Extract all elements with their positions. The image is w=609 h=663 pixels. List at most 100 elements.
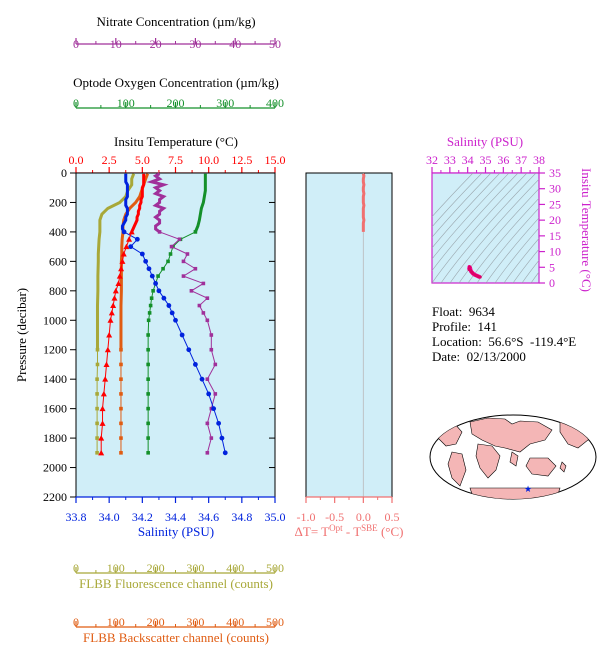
profile-panel xyxy=(75,172,276,498)
ts_salinity-tick-label: 37 xyxy=(515,153,527,167)
temperature-point xyxy=(103,361,110,367)
oxygen-point xyxy=(146,451,150,455)
oxygen-point xyxy=(146,392,150,396)
ts_salinity-tick-label: 35 xyxy=(480,153,492,167)
ts-temperature-tick-label: 35 xyxy=(549,166,561,180)
fluorescence-tick-label: 200 xyxy=(147,561,165,575)
salinity-point xyxy=(146,266,152,272)
nitrate-tick-label: 10 xyxy=(110,37,122,51)
pressure-tick-label: 600 xyxy=(49,254,67,268)
backscatter-tick-label: 300 xyxy=(186,615,204,629)
salinity-tick-label: 34.2 xyxy=(132,510,153,524)
nitrate-point xyxy=(185,252,190,256)
fluorescence-axis: 0 100 200 300 400 500 FLBB Fluorescence chann… xyxy=(73,561,284,591)
fluorescence-point xyxy=(95,421,99,426)
temperature-point xyxy=(126,236,133,242)
nitrate-tick-label: 40 xyxy=(229,37,241,51)
pressure-tick-label: 400 xyxy=(49,225,67,239)
nitrate-point xyxy=(205,421,210,426)
backscatter-tick-label: 0 xyxy=(73,615,79,629)
float-info: Float: 9634 Profile: 141 Location: 56.6°… xyxy=(432,304,576,364)
salinity-point xyxy=(169,310,175,316)
fluorescence-tick-label: 100 xyxy=(107,561,125,575)
oxygen-point xyxy=(146,377,150,381)
ts-temperature-tick-label: 20 xyxy=(549,213,561,227)
salinity-point xyxy=(156,288,162,294)
salinity-point xyxy=(153,281,159,286)
backscatter-tick-label: 400 xyxy=(226,615,244,629)
delta-t-panel xyxy=(305,172,393,498)
ts-temperature-tick-label: 5 xyxy=(549,260,555,274)
pressure-tick-label: 2000 xyxy=(43,461,67,475)
delta-t-line xyxy=(361,173,366,232)
isopycnal xyxy=(432,173,510,260)
salinity-tick-label: 33.8 xyxy=(66,510,87,524)
nitrate-point xyxy=(209,333,214,337)
isopycnal xyxy=(467,197,539,283)
ts_salinity-tick-label: 32 xyxy=(426,153,438,167)
temperature-point xyxy=(104,346,111,353)
ts-salinity-axis-label: Salinity (PSU) xyxy=(447,134,523,149)
nitrate-point xyxy=(197,303,202,308)
pressure-tick-label: 800 xyxy=(49,284,67,298)
salinity-point xyxy=(161,295,167,301)
temperature-point xyxy=(107,317,114,323)
backscatter-point xyxy=(119,362,123,367)
pressure-tick-label: 2200 xyxy=(43,490,67,504)
oxygen-point xyxy=(146,362,150,367)
fluorescence-tick-label: 400 xyxy=(226,561,244,575)
isopycnal xyxy=(432,173,474,218)
salinity-line xyxy=(123,231,226,453)
temperature-point xyxy=(108,309,115,316)
fluorescence-point xyxy=(95,451,99,455)
backscatter-point xyxy=(119,406,123,411)
nitrate-point xyxy=(189,289,194,293)
isopycnal xyxy=(432,173,483,228)
oxygen-point xyxy=(146,406,150,411)
oxygen-point xyxy=(168,252,173,256)
isopycnal xyxy=(432,173,528,283)
temperature-tick-label: 5.0 xyxy=(135,153,150,167)
oxygen-point xyxy=(193,230,198,234)
delta-t-axis-label: ΔT= TOpt - TSBE (°C) xyxy=(295,523,404,539)
ts_salinity-tick-label: 36 xyxy=(497,153,509,167)
delta-t-series xyxy=(361,173,366,232)
ts_salinity-tick-label: 33 xyxy=(444,153,456,167)
temperature-axis: Insitu Temperature (°C) 0.0 2.5 5.0 7.5 10.0… xyxy=(69,134,286,174)
oxygen-point xyxy=(146,436,150,440)
backscatter-point xyxy=(119,347,123,352)
salinity-point xyxy=(139,251,145,257)
isopycnal xyxy=(476,207,539,283)
delta_t-tick-label: 0.0 xyxy=(356,510,371,524)
fluorescence-point xyxy=(95,377,99,381)
nitrate-tick-label: 0 xyxy=(73,37,79,51)
salinity-tick-label: 34.4 xyxy=(165,510,186,524)
world-map: ★ xyxy=(429,414,597,500)
fluorescence-axis-label: FLBB Fluorescence channel (counts) xyxy=(79,576,273,591)
pressure-tick-label: 0 xyxy=(61,166,67,180)
salinity-point xyxy=(179,332,185,338)
temperature-point xyxy=(128,228,135,235)
fluorescence-tick-label: 0 xyxy=(73,561,79,575)
nitrate-point xyxy=(177,237,182,242)
isopycnal xyxy=(530,271,539,283)
salinity-point xyxy=(149,273,155,279)
temperature-line-upper xyxy=(130,173,146,233)
pressure-tick-label: 200 xyxy=(49,195,67,209)
temperature-line xyxy=(100,231,133,453)
oxygen-point xyxy=(166,259,170,264)
ts_salinity-tick-label: 38 xyxy=(533,153,545,167)
salinity-point xyxy=(166,303,172,308)
salinity-point xyxy=(193,362,198,367)
nitrate-point xyxy=(205,377,210,381)
backscatter-tick-label: 200 xyxy=(147,615,165,629)
nitrate-point xyxy=(201,311,206,315)
temperature-tick-label: 12.5 xyxy=(231,153,252,167)
salinity-axis: 33.8 34.0 34.2 34.4 34.6 34.8 35.0 Salinity (P… xyxy=(66,496,286,539)
oxygen-tick-label: 300 xyxy=(216,96,234,110)
backscatter-point xyxy=(119,392,123,396)
temperature-point xyxy=(123,243,130,250)
fluorescence-tick-label: 500 xyxy=(266,561,284,575)
nitrate-point xyxy=(205,296,210,300)
oxygen-tick-label: 100 xyxy=(117,96,135,110)
